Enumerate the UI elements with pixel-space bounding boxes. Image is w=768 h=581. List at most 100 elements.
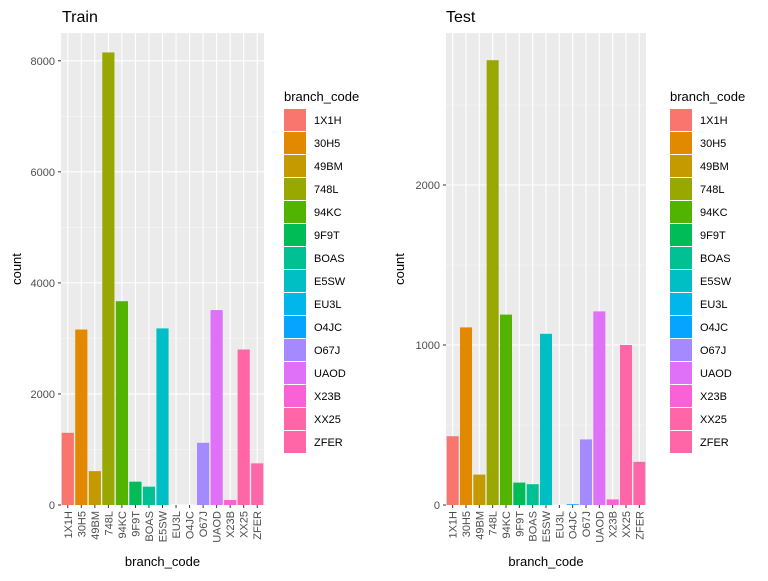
legend: branch_code 1X1H 30H5 49BM 748L 94KC 9F9T BOAS E…	[284, 89, 359, 453]
x-tick-label: 30H5	[461, 511, 473, 537]
x-tick-label: O4JC	[185, 511, 197, 539]
legend-key-30h5	[284, 132, 306, 154]
y-tick-label: 2000	[31, 389, 55, 401]
legend-key-1x1h	[670, 109, 692, 131]
legend-label-o67j: O67J	[314, 345, 340, 357]
legend-key-e5sw	[284, 270, 306, 292]
x-tick-label: 30H5	[76, 511, 88, 537]
legend-label-eu3l: EU3L	[700, 299, 728, 311]
legend-label-zfer: ZFER	[700, 437, 729, 449]
legend-key-eu3l	[670, 293, 692, 315]
legend-label-748l: 748L	[314, 184, 338, 196]
bar-xx25	[620, 345, 632, 505]
x-tick-label: X23B	[225, 511, 237, 538]
legend-key-zfer	[670, 431, 692, 453]
bar-49bm	[473, 474, 486, 505]
legend-key-o4jc	[284, 316, 306, 338]
bar-1x1h	[61, 432, 74, 505]
legend-label-9f9t: 9F9T	[314, 230, 340, 242]
legend-label-94kc: 94KC	[700, 207, 728, 219]
x-tick-label: 94KC	[501, 511, 513, 539]
legend-key-xx25	[284, 408, 306, 430]
x-tick-label: 9F9T	[130, 511, 142, 537]
legend-key-uaod	[670, 362, 692, 384]
legend-key-49bm	[284, 155, 306, 177]
chart-title: Train	[62, 9, 98, 26]
x-tick-label: 9F9T	[514, 511, 526, 537]
legend-label-zfer: ZFER	[314, 437, 343, 449]
legend-label-xx25: XX25	[700, 414, 727, 426]
x-tick-label: EU3L	[554, 511, 566, 539]
x-tick-label: BOAS	[144, 511, 156, 542]
bar-uaod	[593, 311, 606, 505]
legend-key-x23b	[670, 385, 692, 407]
x-tick-label: ZFER	[634, 511, 646, 540]
legend-label-boas: BOAS	[700, 253, 731, 265]
legend-label-xx25: XX25	[314, 414, 341, 426]
legend-label-eu3l: EU3L	[314, 299, 342, 311]
x-tick-label: 94KC	[117, 511, 129, 539]
legend-key-748l	[670, 178, 692, 200]
x-tick-label: UAOD	[594, 511, 606, 543]
y-axis-title: count	[9, 253, 24, 285]
x-tick-label: X23B	[608, 511, 620, 538]
legend-key-30h5	[670, 132, 692, 154]
y-tick-label: 0	[49, 500, 55, 512]
bar-zfer	[251, 463, 264, 505]
legend-key-eu3l	[284, 293, 306, 315]
legend-label-30h5: 30H5	[314, 138, 340, 150]
x-tick-label: XX25	[621, 511, 633, 538]
x-tick-label: ZFER	[252, 511, 264, 540]
x-tick-label: 748L	[103, 511, 115, 535]
legend-key-o67j	[284, 339, 306, 361]
bar-xx25	[237, 349, 250, 505]
legend-key-1x1h	[284, 109, 306, 131]
legend-label-uaod: UAOD	[314, 368, 346, 380]
legend-label-94kc: 94KC	[314, 207, 342, 219]
legend-key-748l	[284, 178, 306, 200]
legend-key-o4jc	[670, 316, 692, 338]
bar-30h5	[75, 329, 88, 505]
legend-key-boas	[670, 247, 692, 269]
bar-49bm	[88, 471, 101, 505]
legend-label-o4jc: O4JC	[314, 322, 342, 334]
legend: branch_code 1X1H 30H5 49BM 748L 94KC 9F9T BOAS E…	[670, 89, 745, 453]
bar-30h5	[460, 327, 472, 505]
bar-e5sw	[540, 333, 552, 505]
x-tick-label: XX25	[239, 511, 251, 538]
bar-uaod	[210, 310, 223, 505]
bar-94kc	[500, 314, 512, 505]
x-tick-label: UAOD	[212, 511, 224, 543]
bar-o67j	[580, 439, 592, 505]
bar-e5sw	[156, 328, 169, 505]
bar-o67j	[197, 442, 210, 505]
bar-o4jc	[566, 504, 579, 505]
x-axis-title: branch_code	[508, 554, 583, 569]
x-tick-label: 49BM	[90, 511, 102, 540]
legend-key-49bm	[670, 155, 692, 177]
bar-748l	[486, 60, 499, 505]
legend-label-1x1h: 1X1H	[700, 115, 728, 127]
bar-boas	[142, 486, 156, 505]
x-tick-label: E5SW	[158, 510, 170, 542]
y-tick-label: 8000	[31, 56, 55, 68]
legend-key-9f9t	[670, 224, 692, 246]
legend-title: branch_code	[670, 89, 745, 104]
x-tick-label: O4JC	[568, 511, 580, 539]
legend-label-uaod: UAOD	[700, 368, 732, 380]
x-tick-label: 1X1H	[63, 511, 75, 539]
x-tick-label: 49BM	[474, 511, 486, 540]
x-tick-label: 748L	[488, 511, 500, 535]
legend-key-o67j	[670, 339, 692, 361]
y-tick-label: 2000	[416, 180, 440, 192]
y-tick-label: 6000	[31, 167, 55, 179]
y-tick-label: 1000	[416, 340, 440, 352]
x-tick-label: 1X1H	[448, 511, 460, 539]
legend-key-e5sw	[670, 270, 692, 292]
legend-title: branch_code	[284, 89, 359, 104]
legend-label-x23b: X23B	[700, 391, 727, 403]
